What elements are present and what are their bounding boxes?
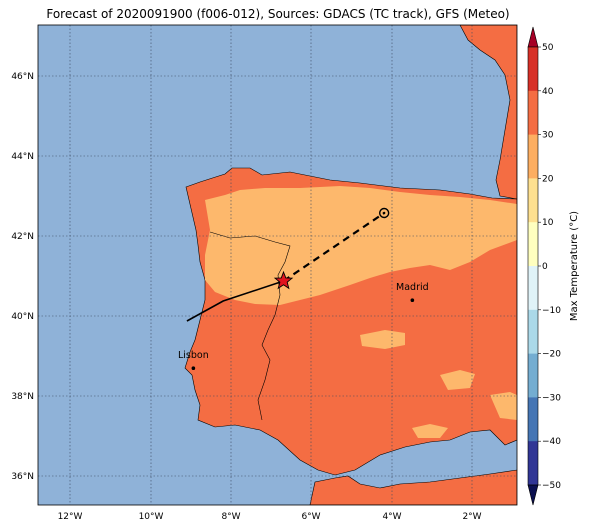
warm-patch-3 [412,424,448,438]
colorbar-tick-label: 10 [542,218,554,228]
portugal-border [209,231,291,421]
gridlines [38,25,517,505]
lon-tick-label: 4°W [382,512,401,522]
lat-tick-label: 42°N [11,232,34,242]
city-label: Madrid [396,282,429,293]
city-marker [410,298,415,303]
colorbar-tick-label: 50 [542,43,554,53]
colorbar-segment [528,90,538,136]
colorbar: 50 40 30 20 10 0 −10 −20 −30 −40 −50 [527,26,561,506]
colorbar-segment [528,222,538,267]
forecast-end-dot [382,211,386,215]
city-label: Lisbon [178,350,209,361]
lat-tick-label: 46°N [11,72,34,82]
colorbar-min-extend [527,484,539,506]
lon-tick-label: 12°W [58,512,83,522]
lon-tick-label: 10°W [139,512,164,522]
map-frame [37,24,518,506]
colorbar-max-extend [527,26,539,48]
colorbar-segment [528,134,538,179]
colorbar-segment [528,266,538,311]
colorbar-tick-label: 0 [542,262,548,272]
map-title: Forecast of 2020091900 (f006-012), Sourc… [46,7,510,21]
lon-tick-label: 6°W [301,512,320,522]
colorbar-segment [528,309,538,355]
colorbar-segment [528,47,538,92]
warm-patch-4 [490,392,517,420]
colorbar-tick-label: −10 [542,306,561,316]
colorbar-title: Max Temperature (°C) [569,211,580,321]
colorbar-tick-label: 40 [542,87,554,97]
land-france [459,25,517,200]
lat-tick-label: 40°N [11,312,34,322]
lon-tick-label: 8°W [221,512,240,522]
colorbar-tick-label: −20 [542,350,561,360]
colorbar-tick-label: −50 [542,481,561,491]
colorbar-segment [528,397,538,442]
storm-position-star-icon [273,270,294,290]
land-africa [309,469,517,505]
colorbar-segment [528,441,538,486]
storm-track-past [186,280,284,322]
colorbar-tick-label: 20 [542,174,554,184]
warm-patch-2 [440,370,475,390]
colorbar-tick-label: −30 [542,393,561,403]
colorbar-tick-label: −40 [542,437,561,447]
storm-track-forecast [282,212,385,282]
warm-patch-1 [360,330,405,349]
colorbar-segment [528,353,538,398]
city-marker [191,366,196,371]
lat-tick-label: 44°N [11,152,34,162]
colorbar-tick-label: 30 [542,131,554,141]
lat-tick-label: 38°N [11,392,34,402]
lat-tick-label: 36°N [11,472,34,482]
colorbar-segment [528,178,538,223]
lon-tick-label: 2°W [462,512,481,522]
forecast-end-marker [378,207,390,219]
